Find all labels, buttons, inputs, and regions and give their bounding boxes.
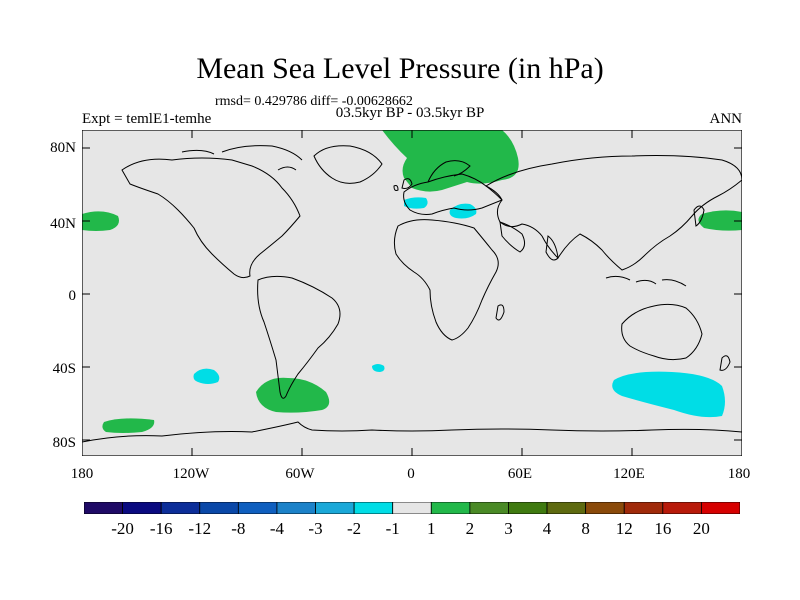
colorbar-swatch: [585, 502, 625, 514]
coast-south-america: [257, 275, 341, 399]
colorbar-swatch: [623, 502, 664, 514]
lat-label-40n: 40N: [50, 216, 76, 232]
lon-label-0: 0: [407, 466, 415, 482]
region-south-atlantic: [372, 364, 385, 372]
lon-label-60e: 60E: [507, 466, 533, 482]
colorbar-swatch: [392, 502, 432, 514]
colorbar-label: -8: [231, 519, 246, 538]
colorbar-swatch: [430, 502, 471, 514]
colorbar-label: -12: [188, 519, 212, 538]
lon-label-180e: 180: [727, 466, 751, 482]
lat-label-80s: 80S: [52, 435, 76, 451]
experiment-label: Expt = temlE1-temhe: [82, 111, 212, 127]
coast-arctic-islands: [181, 145, 303, 171]
colorbar-swatch: [276, 502, 316, 514]
region-europe-west: [404, 197, 428, 209]
colorbar-label: -16: [149, 519, 173, 538]
colorbar-label: 16: [654, 519, 672, 538]
coast-arabia-india: [499, 221, 559, 261]
coast-japan: [693, 205, 705, 227]
coast-europe: [403, 173, 503, 215]
coast-antarctica: [82, 421, 742, 443]
colorbar-swatch: [315, 502, 355, 514]
map-title: Mean Sea Level Pressure (in hPa): [196, 52, 604, 85]
coast-scandinavia: [427, 160, 471, 183]
colorbar-swatch: [469, 502, 509, 514]
colorbar-label: -3: [308, 519, 323, 538]
colorbar-swatch: [122, 502, 162, 514]
lat-label-0: 0: [68, 288, 77, 304]
coast-asia: [485, 155, 742, 271]
colorbar-label: 3: [504, 519, 513, 538]
region-south-pacific: [193, 368, 220, 384]
colorbar-label: -4: [269, 519, 285, 538]
lon-label-60w: 60W: [285, 466, 315, 482]
region-black-sea: [449, 203, 477, 219]
lon-label-180w: 180: [70, 466, 94, 482]
region-north-pacific-east: [82, 211, 119, 231]
region-north-pacific-west: [698, 210, 742, 231]
colorbar-swatch: [199, 502, 239, 514]
coast-british-isles: [393, 178, 413, 191]
colorbar-swatch: [662, 502, 702, 514]
lon-label-120w: 120W: [172, 466, 210, 482]
colorbar: [84, 502, 740, 514]
colorbar-label: -1: [385, 519, 400, 538]
lon-label-120e: 120E: [613, 466, 645, 482]
coast-new-zealand: [719, 355, 731, 371]
colorbar-swatch: [353, 502, 394, 514]
colorbar-swatch: [546, 502, 587, 514]
coast-africa: [393, 219, 499, 341]
colorbar-swatch: [160, 502, 201, 514]
stats-line: rmsd= 0.429786 diff= -0.00628662: [215, 94, 413, 109]
region-south-of-australia: [612, 371, 725, 418]
lat-label-40s: 40S: [52, 361, 76, 377]
season-label: ANN: [709, 111, 743, 127]
colorbar-label: 8: [581, 519, 590, 538]
colorbar-label: 1: [427, 519, 436, 538]
colorbar-label: -2: [347, 519, 362, 538]
period-label: 03.5kyr BP - 03.5kyr BP: [335, 105, 485, 121]
coast-indonesia: [605, 275, 687, 287]
colorbar-swatch: [508, 502, 548, 514]
colorbar-label: 2: [465, 519, 475, 538]
region-southern-ocean-pacific: [102, 418, 155, 433]
coast-greenland: [313, 145, 383, 184]
colorbar-label: 20: [692, 519, 710, 538]
colorbar-label: -20: [111, 519, 134, 538]
coast-madagascar: [495, 304, 505, 321]
coast-north-america: [121, 157, 301, 279]
colorbar-label: 4: [542, 519, 552, 538]
colorbar-swatch: [701, 502, 740, 514]
world-map: [82, 130, 742, 456]
region-drake-passage: [256, 377, 330, 413]
lat-label-80n: 80N: [50, 140, 76, 156]
coast-australia: [621, 303, 703, 361]
colorbar-label: 12: [615, 519, 633, 538]
colorbar-swatch: [237, 502, 278, 514]
colorbar-swatch: [84, 502, 123, 514]
